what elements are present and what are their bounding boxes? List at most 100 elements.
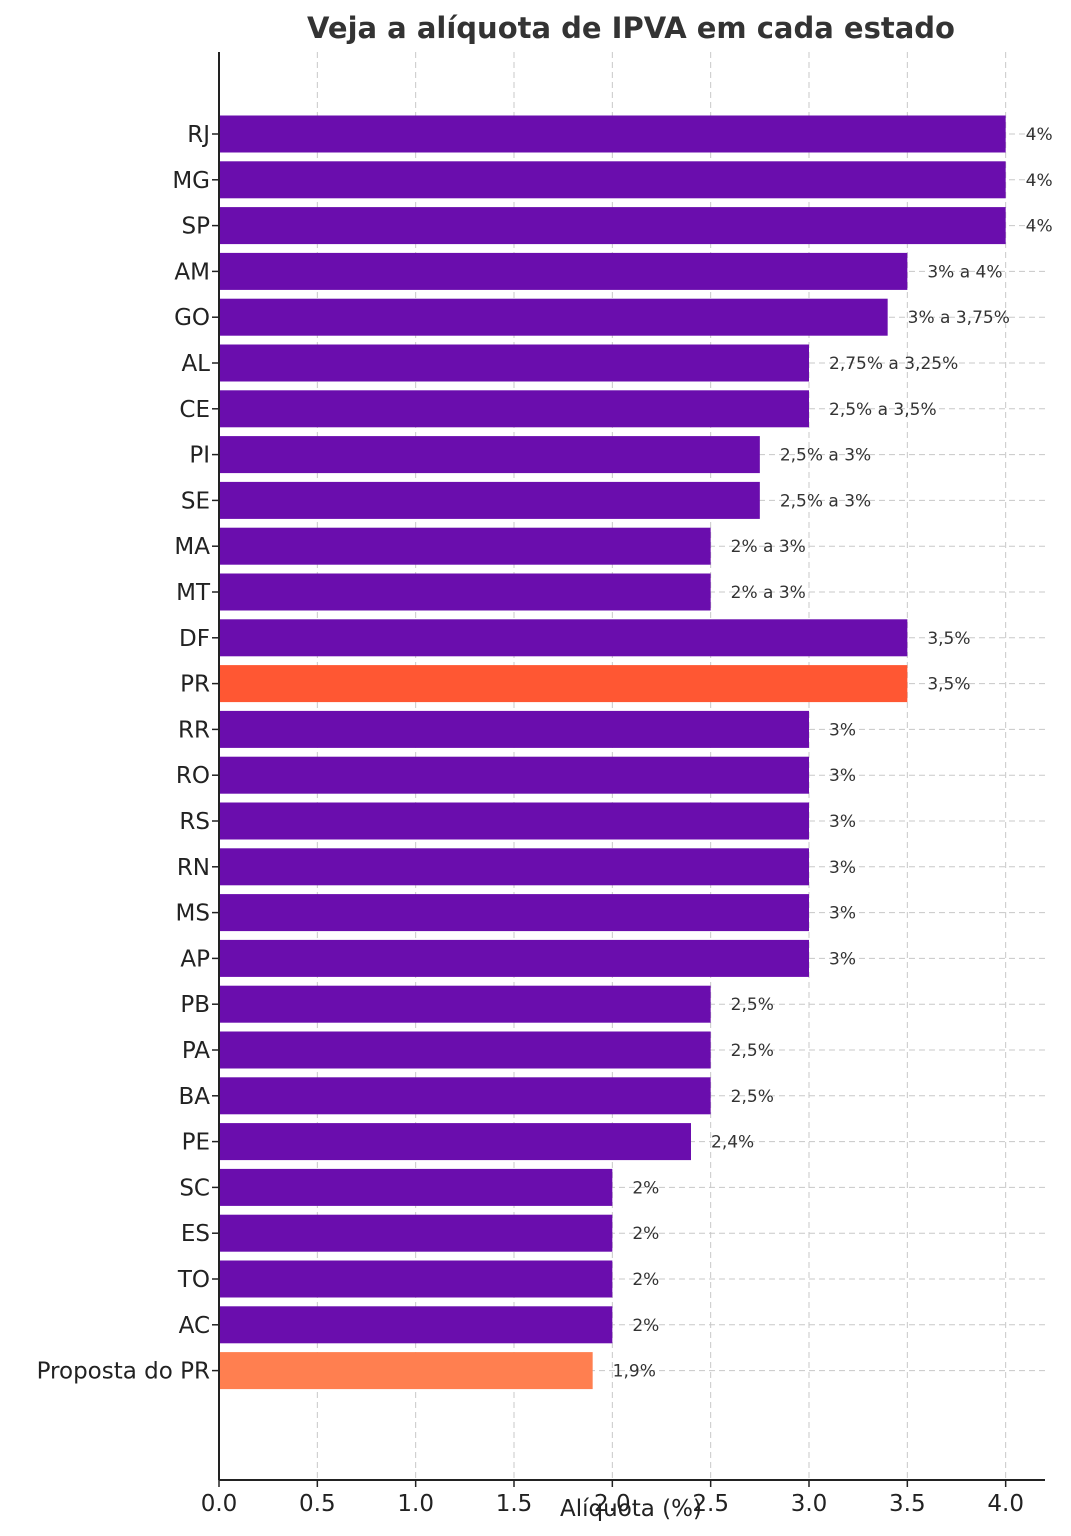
x-tick-label: 3.0 <box>791 1491 828 1517</box>
category-label: RN <box>177 855 210 881</box>
data-label: 2,5% <box>731 1087 774 1107</box>
data-label: 2,4% <box>711 1133 754 1153</box>
data-label: 3% <box>829 904 856 924</box>
category-label: SC <box>179 1175 210 1201</box>
category-label: MT <box>176 580 211 606</box>
data-label: 2% a 3% <box>731 537 806 557</box>
data-label: 3% <box>829 720 856 740</box>
bar <box>219 802 809 840</box>
category-label: SP <box>182 214 211 240</box>
data-label: 2% <box>632 1316 659 1336</box>
data-label: 3% a 3,75% <box>908 308 1010 328</box>
data-label: 2,75% a 3,25% <box>829 354 958 374</box>
category-label: RJ <box>187 122 210 148</box>
category-label: RS <box>179 809 210 835</box>
data-label: 2,5% a 3,5% <box>829 400 937 420</box>
bar <box>219 939 809 977</box>
bar <box>219 1214 613 1252</box>
x-tick-label: 2.5 <box>692 1491 729 1517</box>
bar <box>219 436 760 474</box>
category-label: BA <box>178 1084 210 1110</box>
category-label: TO <box>177 1267 210 1293</box>
x-tick-label: 3.5 <box>889 1491 926 1517</box>
data-label: 3% <box>829 858 856 878</box>
data-label: 3,5% <box>927 629 970 649</box>
bar <box>219 1031 711 1069</box>
bar-layer <box>219 115 1006 1390</box>
data-label: 4% <box>1026 217 1053 237</box>
data-label: 3% <box>829 766 856 786</box>
bar <box>219 985 711 1023</box>
category-label: MG <box>172 168 210 194</box>
bar <box>219 665 908 703</box>
data-label: 2,5% <box>731 995 774 1015</box>
category-label: CE <box>179 397 210 423</box>
category-label: AM <box>174 259 210 285</box>
category-label: RO <box>176 763 210 789</box>
bar <box>219 344 809 382</box>
category-label: PI <box>189 443 210 469</box>
category-label: PR <box>180 672 210 698</box>
x-axis-title: Alíquota (%) <box>560 1496 702 1522</box>
category-label: AP <box>180 946 210 972</box>
bar <box>219 390 809 428</box>
category-label: ES <box>181 1221 210 1247</box>
category-label: PA <box>182 1038 210 1064</box>
bar <box>219 1352 593 1390</box>
data-label: 2,5% <box>731 1041 774 1061</box>
data-label: 3% <box>829 949 856 969</box>
category-label: SE <box>181 488 210 514</box>
data-label: 4% <box>1026 171 1053 191</box>
data-label: 2% <box>632 1178 659 1198</box>
bar <box>219 1077 711 1115</box>
bar <box>219 573 711 611</box>
bar <box>219 1260 613 1298</box>
label-layer: RJ 4% MG 4% SP 4% AM 3% a 4% GO 3% a 3,75% AL 2,75%… <box>37 122 1053 1385</box>
x-tick-label: 1.5 <box>496 1491 533 1517</box>
bar <box>219 298 888 336</box>
data-label: 3% a 4% <box>927 262 1002 282</box>
data-label: 2% a 3% <box>731 583 806 603</box>
x-tick-label: 2.0 <box>594 1491 631 1517</box>
category-label: Proposta do PR <box>37 1359 210 1385</box>
bar <box>219 848 809 886</box>
bar <box>219 481 760 519</box>
data-label: 2% <box>632 1270 659 1290</box>
category-label: PE <box>182 1130 210 1156</box>
data-label: 2% <box>632 1224 659 1244</box>
bar <box>219 252 908 290</box>
category-label: AC <box>179 1313 210 1339</box>
bar <box>219 1168 613 1206</box>
category-label: PB <box>180 992 210 1018</box>
bar <box>219 710 809 748</box>
bar <box>219 894 809 932</box>
data-label: 2,5% a 3% <box>780 491 871 511</box>
bar <box>219 1306 613 1344</box>
x-tick-label: 0.5 <box>299 1491 336 1517</box>
data-label: 3,5% <box>927 675 970 695</box>
x-tick-label: 0.0 <box>201 1491 238 1517</box>
chart-title: Veja a alíquota de IPVA em cada estado <box>307 11 955 45</box>
axis-layer: 0.0 0.5 1.0 1.5 2.0 2.5 3.0 3.5 4.0 <box>201 52 1045 1517</box>
data-label: 2,5% a 3% <box>780 446 871 466</box>
category-label: GO <box>174 305 210 331</box>
category-label: RR <box>178 717 210 743</box>
bar <box>219 527 711 565</box>
bar <box>219 1123 691 1161</box>
category-label: AL <box>181 351 210 377</box>
bar <box>219 619 908 657</box>
x-tick-label: 1.0 <box>397 1491 434 1517</box>
data-label: 1,9% <box>613 1362 656 1382</box>
bar <box>219 207 1006 245</box>
category-label: DF <box>179 626 210 652</box>
category-label: MS <box>176 901 210 927</box>
bar <box>219 161 1006 199</box>
data-label: 3% <box>829 812 856 832</box>
data-label: 4% <box>1026 125 1053 145</box>
bar <box>219 756 809 794</box>
x-tick-label: 4.0 <box>987 1491 1024 1517</box>
category-label: MA <box>174 534 210 560</box>
bar <box>219 115 1006 153</box>
